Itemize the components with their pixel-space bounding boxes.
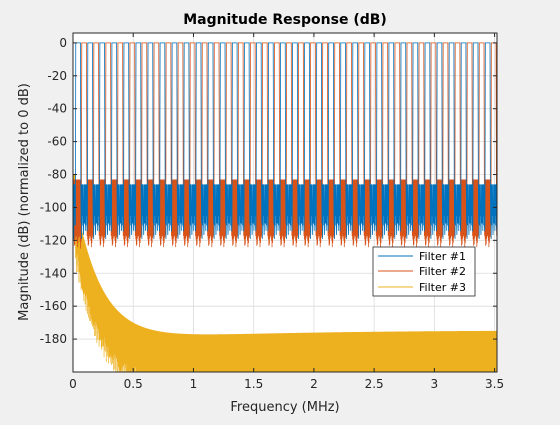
series-layer — [73, 42, 497, 372]
x-tick-label: 0.5 — [124, 377, 143, 391]
tick-labels: 0 0.5 1 1.5 2 2.5 3 3.5 0 -20 -40 -60 -80 -100 -120 -14… — [40, 36, 504, 391]
plot-box — [72, 32, 498, 373]
x-tick-label: 2.5 — [365, 377, 384, 391]
series-filter-2 — [73, 42, 497, 249]
x-tick-label: 1 — [190, 377, 198, 391]
x-tick-label: 0 — [69, 377, 77, 391]
legend-entry-filter-2: Filter #2 — [419, 265, 466, 278]
x-tick-label: 3 — [431, 377, 439, 391]
y-tick-label: -140 — [40, 266, 67, 280]
ticks — [72, 33, 497, 372]
x-tick-label: 2 — [310, 377, 318, 391]
legend: Filter #1 Filter #2 Filter #3 — [372, 246, 476, 297]
x-tick-label: 3.5 — [485, 377, 504, 391]
y-tick-label: -60 — [47, 135, 67, 149]
legend-entry-filter-1: Filter #1 — [419, 250, 466, 263]
x-tick-label: 1.5 — [244, 377, 263, 391]
chart-title: Magnitude Response (dB) — [183, 12, 387, 28]
y-tick-label: -20 — [47, 69, 67, 83]
x-axis-label: Frequency (MHz) — [230, 400, 339, 415]
series-filter-3 — [73, 174, 497, 372]
y-tick-label: 0 — [59, 36, 67, 50]
y-tick-label: -80 — [47, 168, 67, 182]
legend-entry-filter-3: Filter #3 — [419, 281, 466, 294]
y-tick-label: -160 — [40, 299, 67, 313]
y-tick-label: -120 — [40, 233, 67, 247]
y-axis-label: Magnitude (dB) (normalized to 0 dB) — [17, 83, 32, 321]
y-tick-label: -180 — [40, 332, 67, 346]
y-tick-label: -40 — [47, 102, 67, 116]
y-tick-label: -100 — [40, 200, 67, 214]
series-filter-1 — [73, 42, 497, 239]
